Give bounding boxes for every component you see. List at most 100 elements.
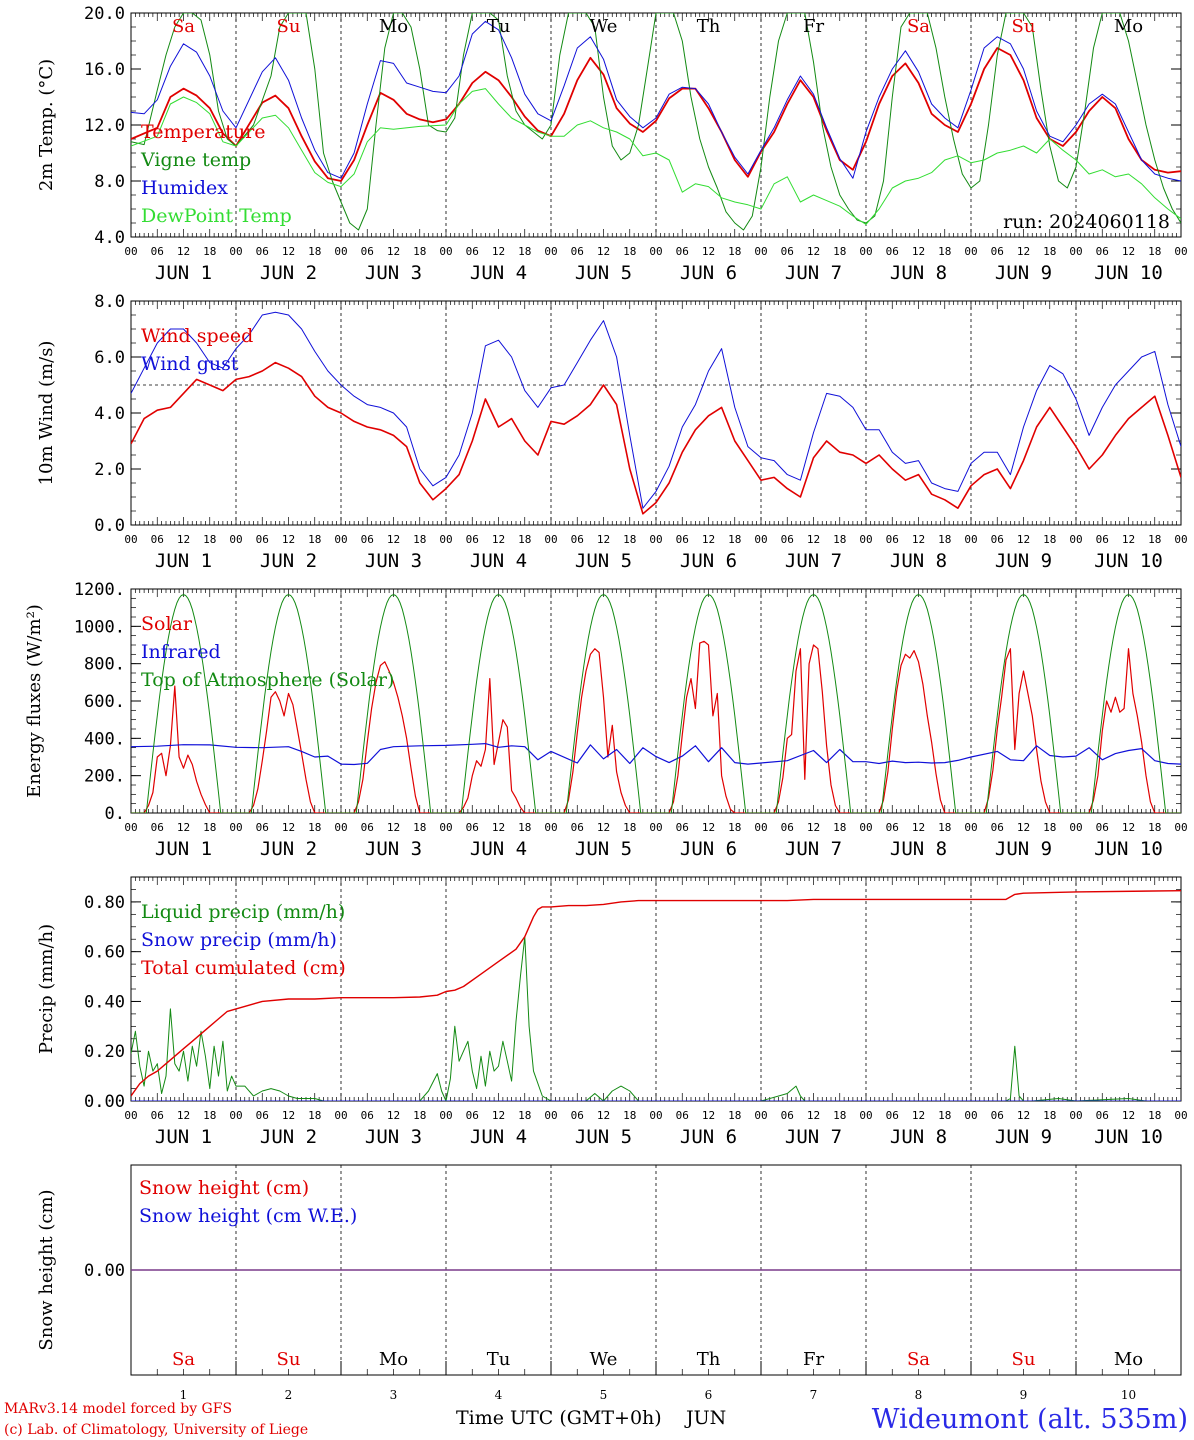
hour-label: 00 xyxy=(439,245,452,258)
date-label: JUN 6 xyxy=(680,1126,737,1148)
date-label: JUN 8 xyxy=(890,550,947,572)
hour-label: 18 xyxy=(728,821,741,834)
panel-1: 4.0 8.0 12.0 16.0 20.0 2m Temp. (°C) 00 06 12 18 J… xyxy=(36,4,1188,284)
hour-label: 00 xyxy=(1069,1109,1082,1122)
y-tick-label: 2.0 xyxy=(94,460,125,480)
series-group xyxy=(131,594,1181,813)
hour-label: 18 xyxy=(1043,245,1056,258)
hour-label: 06 xyxy=(571,821,584,834)
hour-label: 12 xyxy=(177,1109,190,1122)
series-line-top-of-atmosphere-solar xyxy=(131,594,1181,813)
series-line-infrared xyxy=(131,743,1181,766)
date-label: JUN 2 xyxy=(260,550,317,572)
hour-label: 06 xyxy=(256,245,269,258)
hour-label: 06 xyxy=(676,1109,689,1122)
panel-4: 0.00 0.20 0.40 0.60 0.80 Precip (mm/h) 00 06 12 1… xyxy=(36,876,1188,1148)
footer-month: JUN xyxy=(684,1407,726,1429)
hour-label: 00 xyxy=(334,533,347,546)
day-number-label: 7 xyxy=(810,1388,818,1402)
hour-label: 12 xyxy=(702,821,715,834)
hour-label: 06 xyxy=(991,533,1004,546)
hour-label: 06 xyxy=(991,821,1004,834)
date-label: JUN 1 xyxy=(155,838,212,860)
hour-label: 18 xyxy=(413,821,426,834)
hour-label: 18 xyxy=(413,245,426,258)
hour-label: 12 xyxy=(177,533,190,546)
hour-label: 06 xyxy=(886,245,899,258)
y-tick-label: 400. xyxy=(84,729,125,749)
hour-label: 18 xyxy=(728,533,741,546)
y-tick-label: 600. xyxy=(84,692,125,712)
date-label: JUN 9 xyxy=(995,1126,1052,1148)
y-tick-label: 0.40 xyxy=(84,992,125,1012)
hour-label: 06 xyxy=(571,245,584,258)
hour-label: 18 xyxy=(1043,533,1056,546)
date-label: JUN 6 xyxy=(680,550,737,572)
weekday-label: Mo xyxy=(379,16,408,37)
hour-label: 12 xyxy=(387,821,400,834)
y-tick-label: 1200. xyxy=(74,580,125,600)
hour-label: 00 xyxy=(754,533,767,546)
hour-label: 00 xyxy=(124,821,137,834)
y-tick-label: 8.0 xyxy=(94,172,125,192)
hour-label: 12 xyxy=(1122,1109,1135,1122)
date-label: JUN 2 xyxy=(260,262,317,284)
hour-label: 18 xyxy=(938,821,951,834)
hour-label: 18 xyxy=(308,245,321,258)
hour-label: 12 xyxy=(177,245,190,258)
hour-label: 00 xyxy=(1174,533,1187,546)
hour-label: 06 xyxy=(1096,821,1109,834)
series-group xyxy=(131,890,1181,1101)
date-label: JUN 5 xyxy=(575,1126,632,1148)
y-tick-label: 6.0 xyxy=(94,348,125,368)
footer-credit: (c) Lab. of Climatology, University of L… xyxy=(4,1422,308,1438)
series-line-wind-gust xyxy=(131,311,1181,509)
hour-label: 00 xyxy=(334,1109,347,1122)
legend-entry: Snow precip (mm/h) xyxy=(141,929,337,951)
panel-3: 0. 200. 400. 600. 800. 1000. 1200. Energy fluxe… xyxy=(24,580,1188,860)
hour-label: 18 xyxy=(623,533,636,546)
plot-frame xyxy=(130,12,1182,238)
hour-label: 18 xyxy=(203,533,216,546)
hour-label: 00 xyxy=(1174,245,1187,258)
y-axis-label: 2m Temp. (°C) xyxy=(36,59,57,191)
legend-entry: Total cumulated (cm) xyxy=(141,957,346,979)
legend-entry: Snow height (cm) xyxy=(139,1177,309,1199)
date-label: JUN 5 xyxy=(575,838,632,860)
hour-label: 06 xyxy=(571,533,584,546)
hour-label: 06 xyxy=(466,533,479,546)
hour-label: 18 xyxy=(203,1109,216,1122)
hour-label: 00 xyxy=(1069,821,1082,834)
y-tick-label: 12.0 xyxy=(84,116,125,136)
hour-label: 00 xyxy=(439,1109,452,1122)
hour-label: 00 xyxy=(334,245,347,258)
hour-label: 18 xyxy=(308,1109,321,1122)
hour-label: 06 xyxy=(1096,1109,1109,1122)
date-label: JUN 1 xyxy=(155,550,212,572)
hour-label: 12 xyxy=(1122,533,1135,546)
hour-label: 18 xyxy=(833,533,846,546)
hour-label: 18 xyxy=(833,821,846,834)
hour-label: 12 xyxy=(282,821,295,834)
date-label: JUN 7 xyxy=(785,1126,842,1148)
hour-label: 06 xyxy=(1096,245,1109,258)
series-line-total-cumulated-cm xyxy=(131,890,1181,1097)
y-tick-label: 20.0 xyxy=(84,4,125,24)
date-label: JUN 2 xyxy=(260,838,317,860)
date-label: JUN 3 xyxy=(365,838,422,860)
y-tick-label: 8.0 xyxy=(94,292,125,312)
hour-label: 00 xyxy=(544,821,557,834)
run-annotation: run: 2024060118 xyxy=(1003,211,1170,233)
legend-entry: Temperature xyxy=(141,121,265,143)
date-label: JUN 10 xyxy=(1094,550,1163,572)
hour-label: 00 xyxy=(649,245,662,258)
date-label: JUN 3 xyxy=(365,1126,422,1148)
hour-label: 12 xyxy=(912,1109,925,1122)
hour-label: 06 xyxy=(781,1109,794,1122)
weekday-label: Su xyxy=(277,16,301,37)
hour-label: 12 xyxy=(702,1109,715,1122)
date-label: JUN 4 xyxy=(470,550,527,572)
y-tick-label: 0.20 xyxy=(84,1042,125,1062)
date-label: JUN 5 xyxy=(575,550,632,572)
series-line-wind-speed xyxy=(131,361,1181,515)
